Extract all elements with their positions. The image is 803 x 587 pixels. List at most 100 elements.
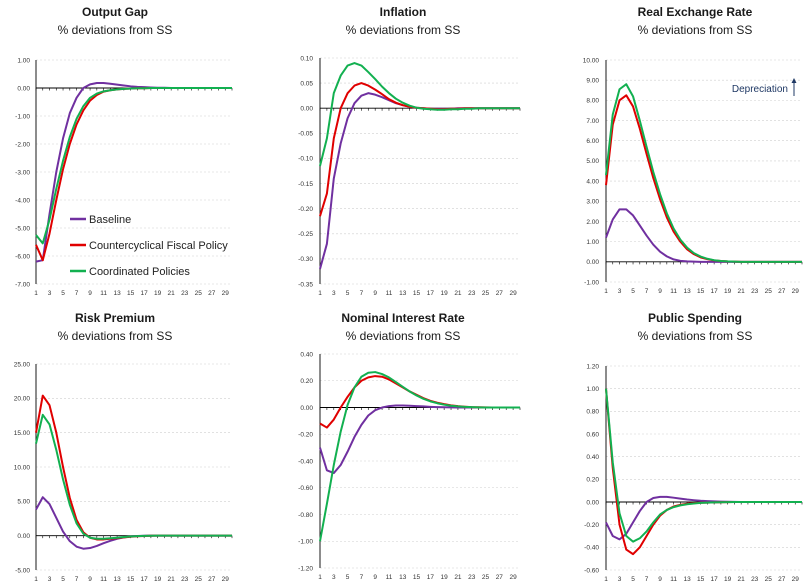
y-tick-label: 0.00 — [17, 533, 30, 540]
y-tick-label: -2.00 — [15, 141, 30, 148]
y-tick-label: -0.40 — [584, 545, 599, 552]
x-tick-label: 25 — [765, 576, 773, 583]
y-tick-label: -0.20 — [298, 432, 313, 439]
panel-output-gap: Output Gap % deviations from SS 1.00 0.00 -1… — [15, 5, 233, 297]
x-tick-label: 23 — [181, 290, 189, 297]
x-tick-label: 13 — [113, 290, 121, 297]
x-tick-label: 23 — [468, 574, 476, 581]
y-tick-label: 4.00 — [586, 178, 599, 185]
y-tick-label: 1.20 — [586, 363, 599, 370]
x-tick-label: 15 — [697, 288, 705, 295]
y-tick-label: 0.20 — [586, 477, 599, 484]
x-tick-label: 17 — [711, 576, 719, 583]
x-tick-label: 3 — [332, 574, 336, 581]
x-tick-label: 9 — [373, 574, 377, 581]
series-line-coordinated-policies — [35, 87, 232, 245]
x-tick-label: 1 — [604, 576, 608, 583]
x-tick-label: 25 — [482, 290, 490, 297]
x-tick-label: 19 — [154, 576, 162, 583]
x-tick-label: 7 — [360, 290, 364, 297]
series-line-coordinated-policies — [605, 388, 802, 543]
y-tick-label: 10.00 — [14, 464, 31, 471]
y-tick-label: 0.05 — [300, 80, 313, 87]
y-tick-label: 15.00 — [14, 430, 31, 437]
y-tick-label: 1.00 — [586, 386, 599, 393]
x-tick-label: 7 — [360, 574, 364, 581]
y-tick-label: -0.80 — [298, 512, 313, 519]
x-tick-label: 27 — [496, 574, 504, 581]
x-tick-label: 27 — [208, 290, 216, 297]
series-line-coordinated-policies — [319, 371, 520, 542]
x-tick-label: 15 — [127, 576, 135, 583]
y-tick-label: 0.40 — [586, 454, 599, 461]
panel-subtitle: % deviations from SS — [58, 329, 173, 343]
x-tick-label: 29 — [509, 574, 517, 581]
x-tick-label: 9 — [373, 290, 377, 297]
x-tick-label: 17 — [427, 574, 435, 581]
x-tick-label: 17 — [141, 576, 149, 583]
panel-subtitle: % deviations from SS — [346, 329, 461, 343]
y-tick-label: -0.40 — [298, 458, 313, 465]
x-tick-label: 17 — [427, 290, 435, 297]
y-tick-label: -0.60 — [584, 567, 599, 574]
x-tick-label: 19 — [441, 574, 449, 581]
x-tick-label: 29 — [222, 576, 230, 583]
legend: Baseline Countercyclical Fiscal Policy Coo… — [70, 214, 228, 278]
y-tick-label: 25.00 — [14, 361, 31, 368]
panel-title: Risk Premium — [75, 311, 155, 325]
series-line-baseline — [35, 496, 232, 550]
x-tick-label: 19 — [154, 290, 162, 297]
arrowhead-icon — [791, 78, 797, 83]
legend-label-baseline: Baseline — [89, 214, 131, 226]
x-tick-label: 21 — [454, 290, 462, 297]
y-tick-label: -0.20 — [584, 522, 599, 529]
panel-subtitle: % deviations from SS — [638, 329, 753, 343]
series-line-countercyclical-fiscal-policy — [319, 375, 520, 429]
x-tick-label: 15 — [127, 290, 135, 297]
panel-title: Inflation — [380, 5, 427, 19]
y-tick-label: 6.00 — [586, 138, 599, 145]
x-tick-label: 27 — [778, 288, 786, 295]
y-tick-label: 0.80 — [586, 409, 599, 416]
x-tick-label: 13 — [683, 576, 691, 583]
y-tick-label: 1.00 — [586, 239, 599, 246]
x-tick-label: 21 — [168, 290, 176, 297]
y-tick-label: 1.00 — [17, 57, 30, 64]
series-line-coordinated-policies — [605, 83, 802, 263]
x-tick-label: 29 — [222, 290, 230, 297]
series-line-baseline — [605, 208, 802, 263]
x-tick-label: 5 — [631, 288, 635, 295]
x-tick-label: 3 — [48, 576, 52, 583]
x-tick-label: 1 — [318, 574, 322, 581]
x-tick-label: 27 — [778, 576, 786, 583]
x-tick-label: 1 — [318, 290, 322, 297]
x-tick-label: 29 — [792, 576, 800, 583]
series-line-coordinated-policies — [319, 62, 520, 167]
x-tick-label: 23 — [751, 288, 759, 295]
y-tick-label: -0.30 — [298, 256, 313, 263]
x-tick-label: 13 — [683, 288, 691, 295]
series-line-countercyclical-fiscal-policy — [35, 87, 232, 262]
series-line-baseline — [319, 404, 520, 475]
y-tick-label: 7.00 — [586, 118, 599, 125]
panel-title: Output Gap — [82, 5, 148, 19]
x-tick-label: 25 — [482, 574, 490, 581]
panel-subtitle: % deviations from SS — [58, 23, 173, 37]
x-tick-label: 23 — [468, 290, 476, 297]
x-tick-label: 23 — [751, 576, 759, 583]
y-tick-label: 0.10 — [300, 55, 313, 62]
y-tick-label: -5.00 — [15, 225, 30, 232]
x-tick-label: 15 — [413, 574, 421, 581]
y-tick-label: 0.60 — [586, 431, 599, 438]
x-tick-label: 17 — [711, 288, 719, 295]
panel-real-exchange-rate: Real Exchange Rate% deviations from SS10… — [583, 5, 803, 295]
x-tick-label: 21 — [168, 576, 176, 583]
y-tick-label: -7.00 — [15, 281, 30, 288]
series-line-countercyclical-fiscal-policy — [319, 82, 520, 217]
x-tick-label: 21 — [738, 576, 746, 583]
x-tick-label: 1 — [34, 290, 38, 297]
y-tick-label: -1.00 — [298, 539, 313, 546]
panel-subtitle: % deviations from SS — [638, 23, 753, 37]
y-tick-label: 0.00 — [586, 259, 599, 266]
